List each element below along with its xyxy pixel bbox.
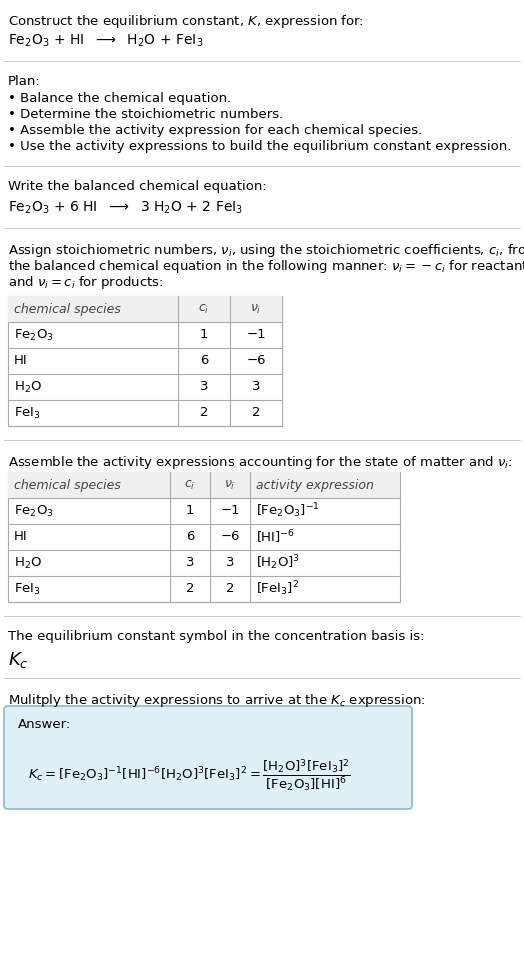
Text: Write the balanced chemical equation:: Write the balanced chemical equation: [8,180,267,193]
Text: Fe$_2$O$_3$ + 6 HI  $\longrightarrow$  3 H$_2$O + 2 FeI$_3$: Fe$_2$O$_3$ + 6 HI $\longrightarrow$ 3 H… [8,200,243,216]
Text: chemical species: chemical species [14,303,121,315]
Text: HI: HI [14,530,28,544]
Text: Fe$_2$O$_3$ + HI  $\longrightarrow$  H$_2$O + FeI$_3$: Fe$_2$O$_3$ + HI $\longrightarrow$ H$_2$… [8,33,203,49]
Text: 3: 3 [252,381,260,393]
Text: Plan:: Plan: [8,75,41,88]
Text: • Assemble the activity expression for each chemical species.: • Assemble the activity expression for e… [8,124,422,137]
Bar [8,472,400,498]
Text: $K_c$: $K_c$ [8,650,29,670]
Text: $c_i$: $c_i$ [199,303,210,315]
Text: The equilibrium constant symbol in the concentration basis is:: The equilibrium constant symbol in the c… [8,630,424,643]
Text: [HI]$^{-6}$: [HI]$^{-6}$ [256,529,295,546]
Text: FeI$_3$: FeI$_3$ [14,406,41,421]
Text: −6: −6 [220,530,240,544]
Text: Assemble the activity expressions accounting for the state of matter and $\nu_i$: Assemble the activity expressions accoun… [8,454,512,471]
Text: Answer:: Answer: [18,718,71,731]
Text: −6: −6 [246,355,266,367]
Text: 3: 3 [185,556,194,570]
Bar [8,472,400,602]
Text: $K_c = [\mathrm{Fe_2O_3}]^{-1}[\mathrm{HI}]^{-6}[\mathrm{H_2O}]^{3}[\mathrm{FeI_: $K_c = [\mathrm{Fe_2O_3}]^{-1}[\mathrm{H… [28,757,351,794]
Text: −1: −1 [220,505,240,518]
Text: H$_2$O: H$_2$O [14,555,42,571]
Text: • Balance the chemical equation.: • Balance the chemical equation. [8,92,231,105]
Text: 3: 3 [200,381,208,393]
Text: H$_2$O: H$_2$O [14,380,42,395]
Bar [8,296,282,426]
Text: and $\nu_i = c_i$ for products:: and $\nu_i = c_i$ for products: [8,274,163,291]
Bar [8,296,282,322]
Text: chemical species: chemical species [14,479,121,491]
Text: Fe$_2$O$_3$: Fe$_2$O$_3$ [14,504,54,519]
Text: 1: 1 [200,329,208,341]
Text: HI: HI [14,355,28,367]
Text: 2: 2 [200,407,208,420]
Text: $c_i$: $c_i$ [184,479,195,491]
Text: FeI$_3$: FeI$_3$ [14,581,41,597]
Text: • Determine the stoichiometric numbers.: • Determine the stoichiometric numbers. [8,108,283,121]
Text: 6: 6 [186,530,194,544]
Text: $\nu_i$: $\nu_i$ [224,479,236,491]
Text: Construct the equilibrium constant, $K$, expression for:: Construct the equilibrium constant, $K$,… [8,13,364,30]
Text: 2: 2 [185,582,194,596]
Text: 3: 3 [226,556,234,570]
Text: activity expression: activity expression [256,479,374,491]
Text: 6: 6 [200,355,208,367]
FancyBboxPatch shape [4,706,412,809]
Text: the balanced chemical equation in the following manner: $\nu_i = -c_i$ for react: the balanced chemical equation in the fo… [8,258,524,275]
Text: [Fe$_2$O$_3$]$^{-1}$: [Fe$_2$O$_3$]$^{-1}$ [256,502,320,520]
Text: 2: 2 [226,582,234,596]
Text: • Use the activity expressions to build the equilibrium constant expression.: • Use the activity expressions to build … [8,140,511,153]
Text: 1: 1 [185,505,194,518]
Text: 2: 2 [252,407,260,420]
Text: −1: −1 [246,329,266,341]
Text: [FeI$_3$]$^{2}$: [FeI$_3$]$^{2}$ [256,579,299,599]
Text: $\nu_i$: $\nu_i$ [250,303,261,315]
Text: [H$_2$O]$^{3}$: [H$_2$O]$^{3}$ [256,554,300,573]
Text: Mulitply the activity expressions to arrive at the $K_c$ expression:: Mulitply the activity expressions to arr… [8,692,426,709]
Text: Assign stoichiometric numbers, $\nu_i$, using the stoichiometric coefficients, $: Assign stoichiometric numbers, $\nu_i$, … [8,242,524,259]
Text: Fe$_2$O$_3$: Fe$_2$O$_3$ [14,328,54,342]
